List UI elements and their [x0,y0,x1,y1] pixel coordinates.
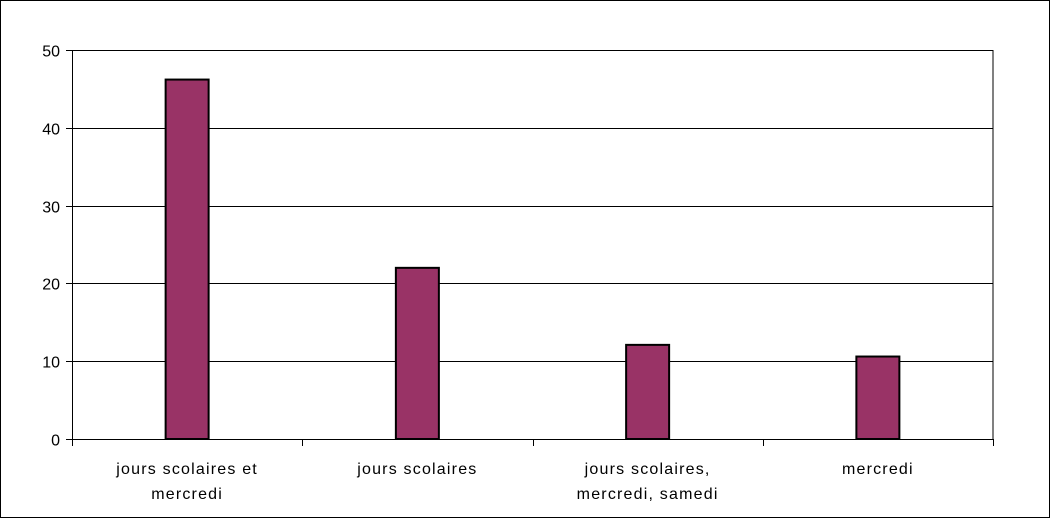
axes [66,50,994,446]
y-tick-label: 30 [42,200,60,217]
bar-4 [855,355,901,441]
y-tick-labels: 0 10 20 30 40 50 [42,44,60,450]
y-tick-label: 10 [42,355,60,372]
bar-3 [625,343,671,440]
y-tick-label: 20 [42,277,60,294]
bar-2 [394,266,440,440]
bar-1 [164,78,210,441]
y-tick-label: 50 [42,44,60,61]
x-category-label: mercredi [842,461,914,478]
y-tick-label: 0 [51,433,60,450]
y-tick-label: 40 [42,122,60,139]
bars [164,78,901,441]
x-category-labels: jours scolaires et mercredi jours scolaire… [115,461,914,503]
x-category-label: jours scolaires et mercredi [115,461,258,503]
x-category-label: jours scolaires, mercredi, samedi [577,461,719,503]
gridlines [72,50,993,362]
x-category-label: jours scolaires [356,461,477,478]
